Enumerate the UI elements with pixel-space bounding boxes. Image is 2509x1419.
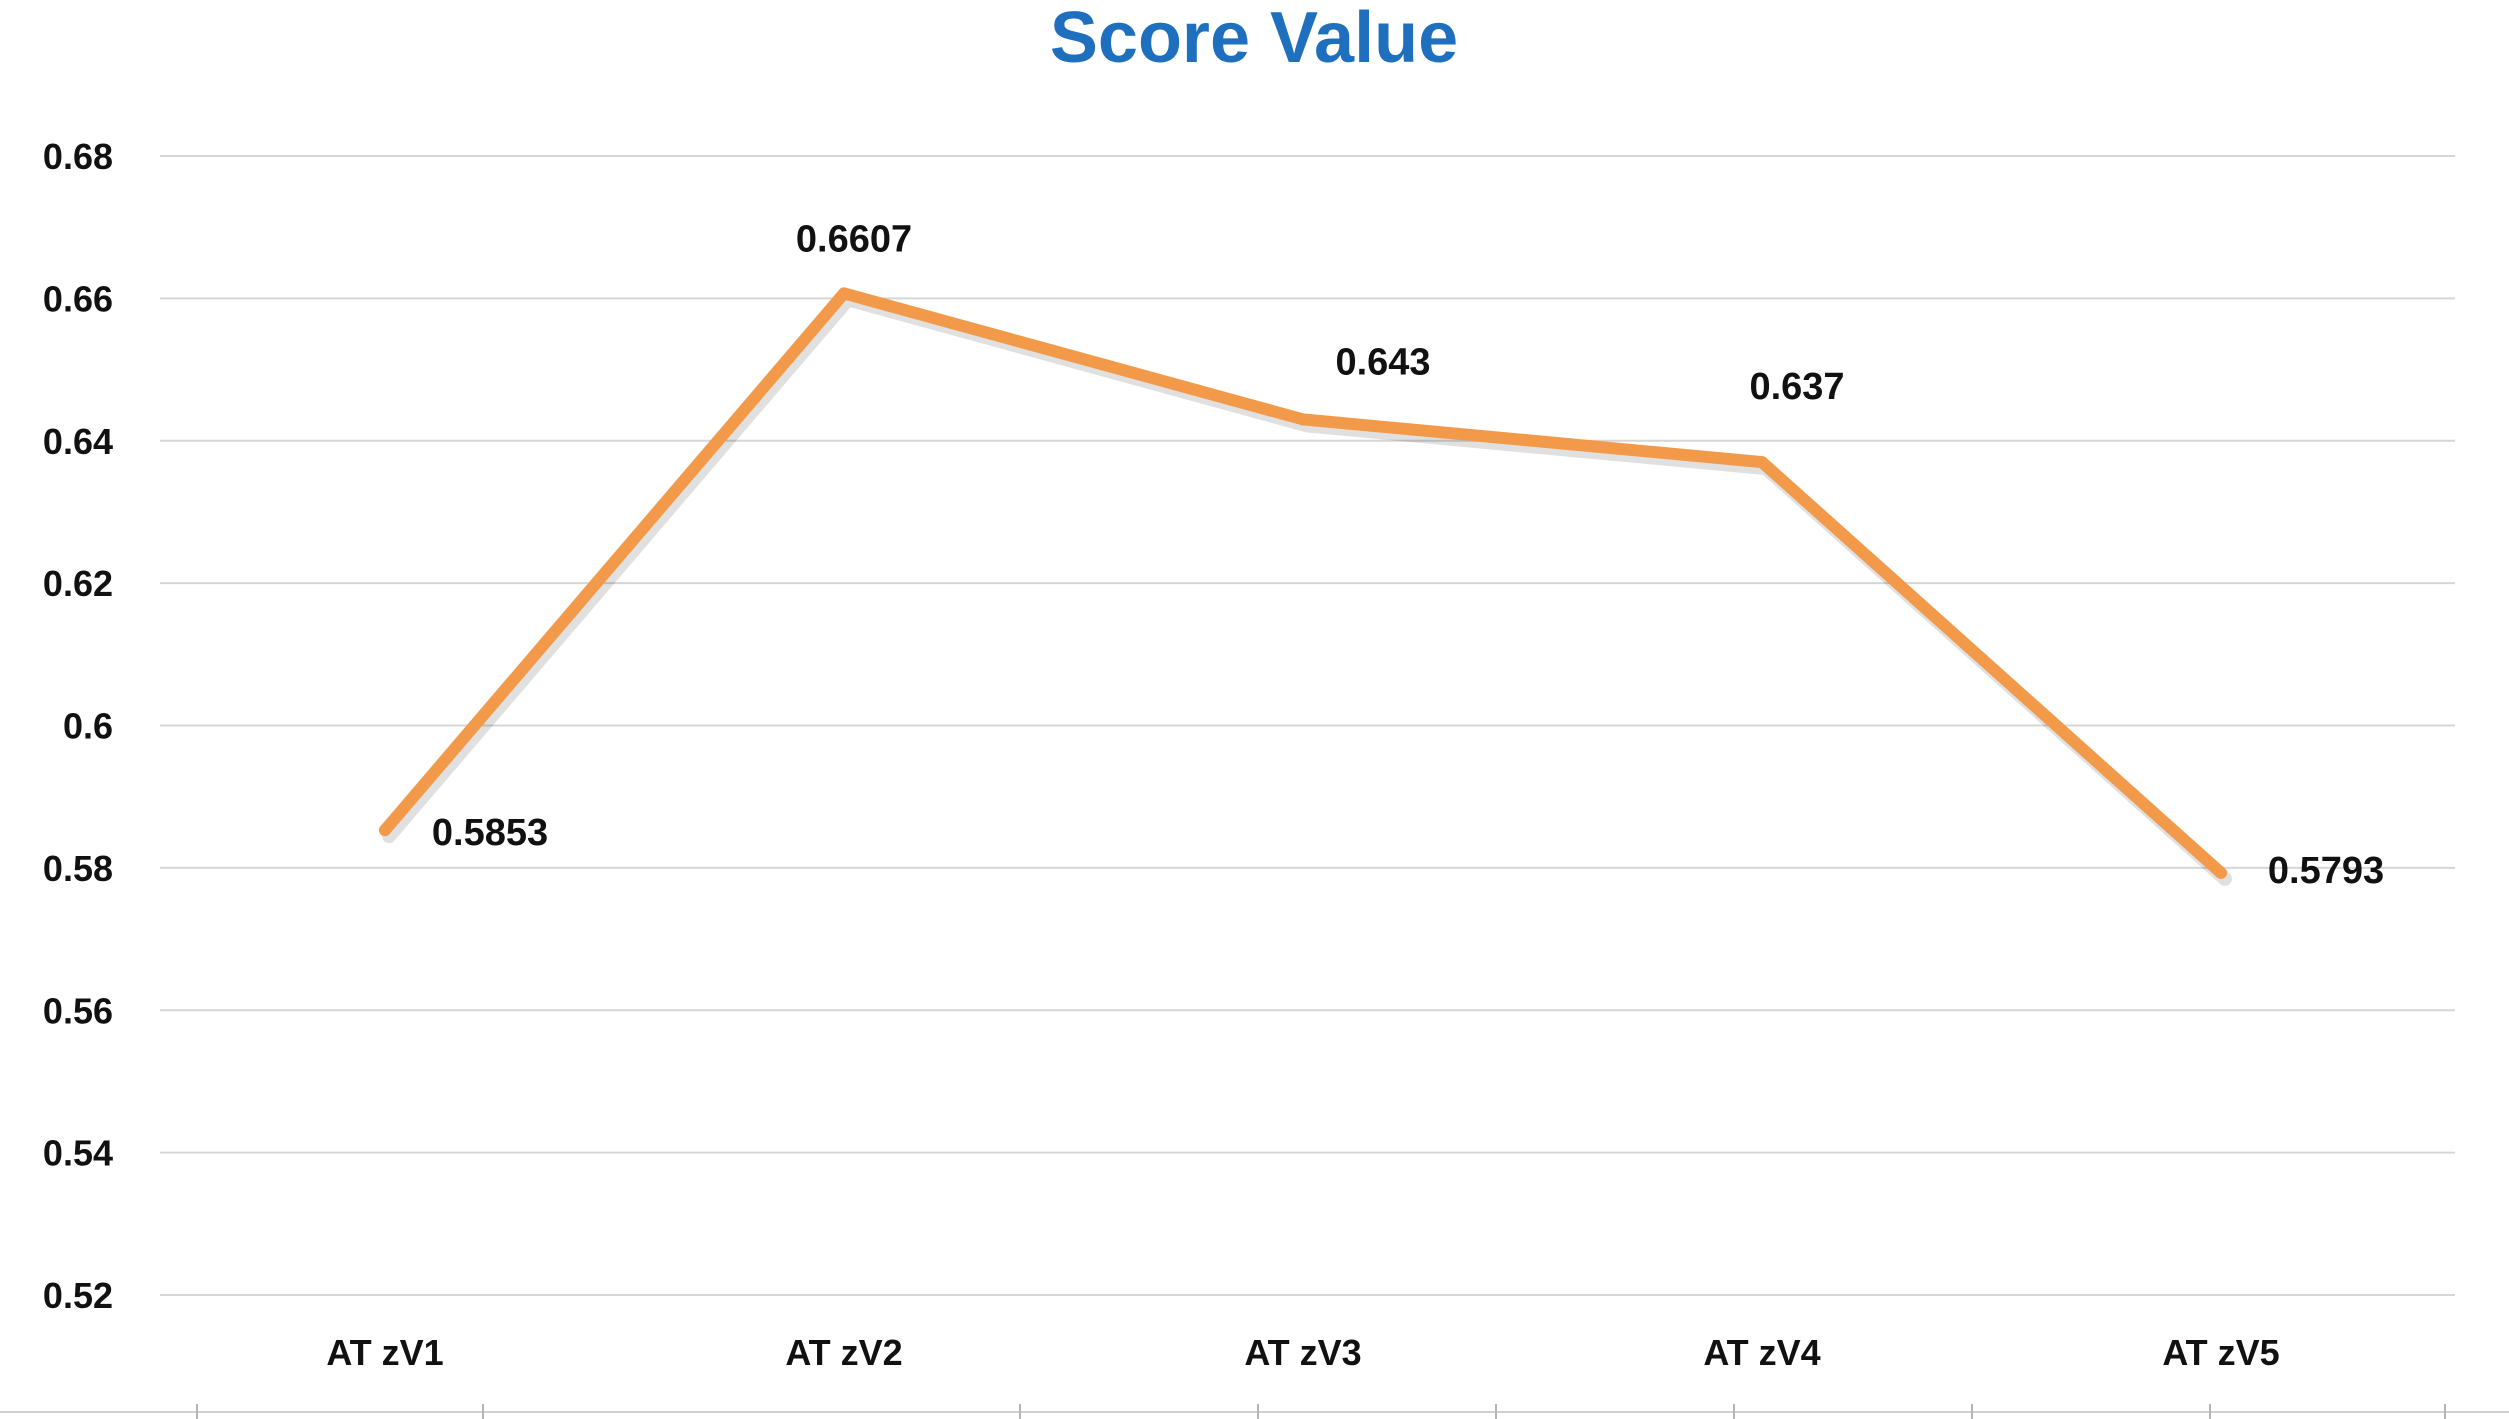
y-tick-label: 0.64 <box>43 421 113 462</box>
series-layer <box>379 287 2232 886</box>
y-axis-ticks: 0.52 0.54 0.56 0.58 0.6 0.62 0.64 0.66 0.68 <box>43 136 113 1316</box>
data-labels: 0.5853 0.6607 0.643 0.637 0.5793 <box>432 218 2384 891</box>
y-tick-label: 0.68 <box>43 136 113 177</box>
y-tick-label: 0.6 <box>63 706 113 747</box>
x-axis-ticks: AT zV1 AT zV2 AT zV3 AT zV4 AT zV5 <box>326 1332 2279 1373</box>
data-point <box>379 824 391 837</box>
data-label: 0.5793 <box>2268 850 2384 892</box>
data-point <box>1756 456 1768 469</box>
series-line-shadow <box>382 292 2232 886</box>
data-label: 0.643 <box>1335 341 1430 383</box>
chart-title: Score Value <box>1050 0 1458 78</box>
x-tick-label: AT zV2 <box>785 1332 902 1373</box>
data-point <box>838 287 850 300</box>
y-tick-label: 0.52 <box>43 1275 113 1316</box>
x-tick-label: AT zV3 <box>1244 1332 1361 1373</box>
y-tick-label: 0.56 <box>43 990 113 1031</box>
x-tick-label: AT zV1 <box>326 1332 443 1373</box>
data-label: 0.637 <box>1749 366 1844 408</box>
bottom-tick-strip <box>0 1404 2509 1419</box>
data-point <box>2215 866 2227 879</box>
data-label: 0.5853 <box>432 812 548 854</box>
gridlines <box>160 155 2455 1296</box>
data-label: 0.6607 <box>796 218 912 260</box>
data-point <box>1297 413 1309 426</box>
y-tick-label: 0.58 <box>43 848 113 889</box>
y-tick-label: 0.66 <box>43 278 113 319</box>
y-tick-label: 0.62 <box>43 563 113 604</box>
x-tick-label: AT zV5 <box>2162 1332 2279 1373</box>
x-tick-label: AT zV4 <box>1703 1332 1820 1373</box>
y-tick-label: 0.54 <box>43 1133 113 1174</box>
